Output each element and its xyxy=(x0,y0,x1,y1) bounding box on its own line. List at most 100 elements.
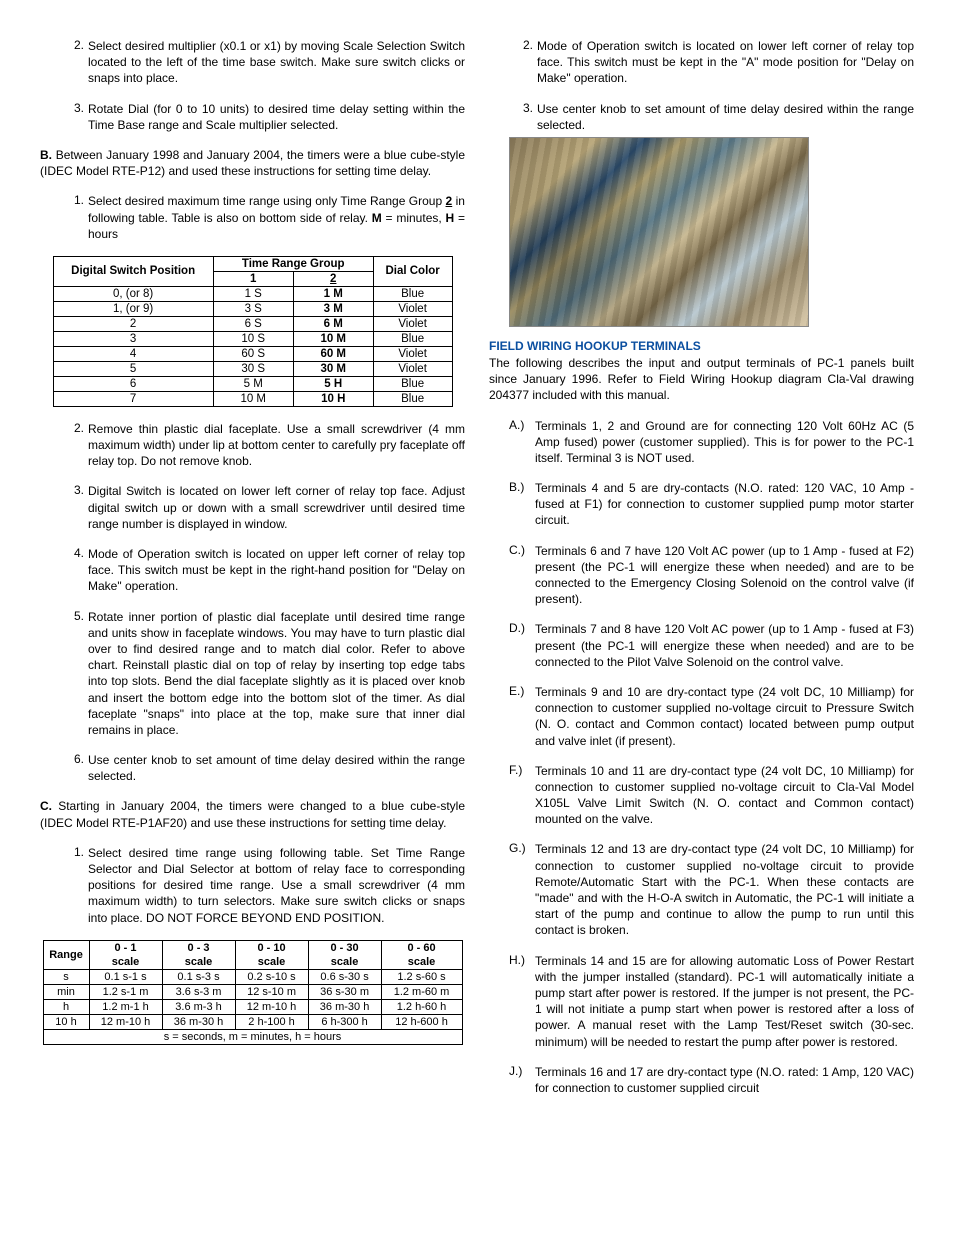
cell: 5 M xyxy=(213,376,293,391)
lettered-item: F.)Terminals 10 and 11 are dry-contact t… xyxy=(489,763,914,828)
item-text: Rotate inner portion of plastic dial fac… xyxy=(88,609,465,739)
list-item: 5.Rotate inner portion of plastic dial f… xyxy=(64,609,465,739)
item-text: Use center knob to set amount of time de… xyxy=(537,101,914,133)
cell: Blue xyxy=(373,331,452,346)
th-top: 0 - 30 xyxy=(308,940,381,955)
letter: J.) xyxy=(509,1064,535,1096)
cell: 1.2 h-60 h xyxy=(381,999,462,1014)
th-2: 2 xyxy=(293,271,373,286)
letter: G.) xyxy=(509,841,535,938)
cell: 3.6 m-3 h xyxy=(162,999,235,1014)
cell: 0.1 s-1 s xyxy=(89,969,162,984)
cell: 10 h xyxy=(43,1014,89,1029)
item-number: 3. xyxy=(64,101,88,133)
item-number: 2. xyxy=(64,421,88,470)
item-number: 5. xyxy=(64,609,88,739)
item-number: 2. xyxy=(513,38,537,87)
list-item: 1. Select desired maximum time range usi… xyxy=(64,193,465,242)
text-c: Starting in January 2004, the timers wer… xyxy=(40,799,465,829)
item-number: 2. xyxy=(64,38,88,87)
lettered-item: C.)Terminals 6 and 7 have 120 Volt AC po… xyxy=(489,543,914,608)
range-scale-table: Range0 - 10 - 30 - 100 - 300 - 60 scales… xyxy=(43,940,463,1045)
table-row: 65 M5 HBlue xyxy=(53,376,452,391)
cell: 3 xyxy=(53,331,213,346)
cell: Violet xyxy=(373,301,452,316)
cell: 0.6 s-30 s xyxy=(308,969,381,984)
cell: 10 M xyxy=(213,391,293,406)
th-top: 0 - 1 xyxy=(89,940,162,955)
cell: 12 h-600 h xyxy=(381,1014,462,1029)
cell: 30 M xyxy=(293,361,373,376)
item-number: 4. xyxy=(64,546,88,595)
list-item: 3. Rotate Dial (for 0 to 10 units) to de… xyxy=(64,101,465,133)
cell: 0.1 s-3 s xyxy=(162,969,235,984)
cell: 5 H xyxy=(293,376,373,391)
cell: 36 m-30 h xyxy=(308,999,381,1014)
cell: 1, (or 9) xyxy=(53,301,213,316)
lettered-text: Terminals 12 and 13 are dry-contact type… xyxy=(535,841,914,938)
item-number: 6. xyxy=(64,752,88,784)
page-columns: 2. Select desired multiplier (x0.1 or x1… xyxy=(40,38,914,1110)
item-number: 3. xyxy=(513,101,537,133)
item-number: 1. xyxy=(64,845,88,926)
list-item: 4.Mode of Operation switch is located on… xyxy=(64,546,465,595)
h-label: H xyxy=(446,211,455,225)
lettered-text: Terminals 6 and 7 have 120 Volt AC power… xyxy=(535,543,914,608)
right-column: 2. Mode of Operation switch is located o… xyxy=(489,38,914,1110)
cell: Blue xyxy=(373,391,452,406)
list-item: 2. Mode of Operation switch is located o… xyxy=(513,38,914,87)
cell: 60 M xyxy=(293,346,373,361)
cell: Violet xyxy=(373,346,452,361)
cell: 6 M xyxy=(293,316,373,331)
text-b: Between January 1998 and January 2004, t… xyxy=(40,148,465,178)
cell: 7 xyxy=(53,391,213,406)
table-row: s0.1 s-1 s0.1 s-3 s0.2 s-10 s0.6 s-30 s1… xyxy=(43,969,462,984)
paragraph-c: C. Starting in January 2004, the timers … xyxy=(40,798,465,830)
cell: Violet xyxy=(373,316,452,331)
letter: H.) xyxy=(509,953,535,1050)
cell: 1.2 s-1 m xyxy=(89,984,162,999)
list-item: 1. Select desired time range using follo… xyxy=(64,845,465,926)
table-row: 530 S30 MViolet xyxy=(53,361,452,376)
cell: 1.2 m-1 h xyxy=(89,999,162,1014)
left-column: 2. Select desired multiplier (x0.1 or x1… xyxy=(40,38,465,1110)
cell: 6 h-300 h xyxy=(308,1014,381,1029)
cell: 10 S xyxy=(213,331,293,346)
table-row: 310 S10 MBlue xyxy=(53,331,452,346)
th-top: 0 - 3 xyxy=(162,940,235,955)
lettered-item: B.)Terminals 4 and 5 are dry-contacts (N… xyxy=(489,480,914,529)
cell: 10 H xyxy=(293,391,373,406)
letter: E.) xyxy=(509,684,535,749)
cell: 2 h-100 h xyxy=(235,1014,308,1029)
letter: C.) xyxy=(509,543,535,608)
t: = minutes, xyxy=(382,211,446,225)
cell: h xyxy=(43,999,89,1014)
list-item: 3. Use center knob to set amount of time… xyxy=(513,101,914,133)
table-row: 26 S6 MViolet xyxy=(53,316,452,331)
cell: Violet xyxy=(373,361,452,376)
item-text: Rotate Dial (for 0 to 10 units) to desir… xyxy=(88,101,465,133)
cell: 3 M xyxy=(293,301,373,316)
cell: 0, (or 8) xyxy=(53,286,213,301)
letter: D.) xyxy=(509,621,535,670)
table-row: 10 h12 m-10 h36 m-30 h2 h-100 h6 h-300 h… xyxy=(43,1014,462,1029)
lettered-text: Terminals 10 and 11 are dry-contact type… xyxy=(535,763,914,828)
cell: 0.2 s-10 s xyxy=(235,969,308,984)
cell: 10 M xyxy=(293,331,373,346)
letter: A.) xyxy=(509,418,535,467)
list-item: 6.Use center knob to set amount of time … xyxy=(64,752,465,784)
letter: B.) xyxy=(509,480,535,529)
lettered-text: Terminals 14 and 15 are for allowing aut… xyxy=(535,953,914,1050)
list-item: 2. Select desired multiplier (x0.1 or x1… xyxy=(64,38,465,87)
prefix-c: C. xyxy=(40,799,52,813)
lettered-text: Terminals 16 and 17 are dry-contact type… xyxy=(535,1064,914,1096)
item-number: 3. xyxy=(64,483,88,532)
table-row: 710 M10 HBlue xyxy=(53,391,452,406)
th-trg: Time Range Group xyxy=(213,256,373,271)
lettered-text: Terminals 7 and 8 have 120 Volt AC power… xyxy=(535,621,914,670)
lettered-item: J.)Terminals 16 and 17 are dry-contact t… xyxy=(489,1064,914,1096)
th-bot: scale xyxy=(162,955,235,970)
cell: Blue xyxy=(373,286,452,301)
cell: 3 S xyxy=(213,301,293,316)
lettered-text: Terminals 4 and 5 are dry-contacts (N.O.… xyxy=(535,480,914,529)
